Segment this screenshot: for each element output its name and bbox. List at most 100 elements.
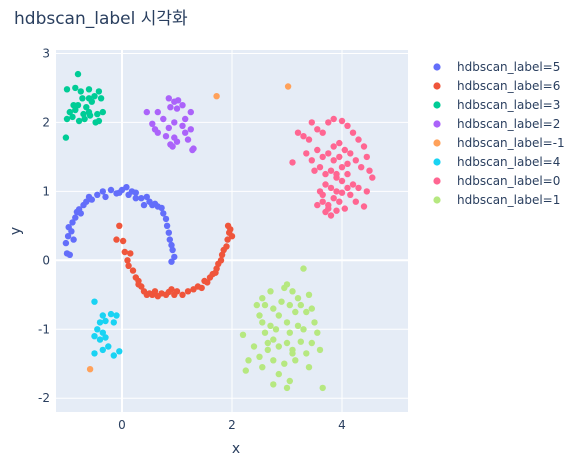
data-point [308, 305, 315, 312]
legend-item[interactable]: hdbscan_label=0 [433, 174, 560, 188]
data-point [275, 370, 282, 378]
data-point [74, 102, 82, 109]
data-point [168, 286, 175, 293]
data-point [169, 143, 176, 150]
data-point [303, 308, 310, 316]
data-point [91, 350, 98, 357]
legend-item[interactable]: hdbscan_label=3 [433, 98, 560, 112]
data-point [102, 193, 109, 201]
legend-marker [433, 177, 441, 185]
data-point [267, 322, 274, 329]
data-point [85, 86, 93, 93]
data-point [336, 139, 343, 147]
data-point [314, 126, 321, 133]
data-point [173, 138, 181, 145]
data-point [294, 322, 302, 329]
y-tick-label: 0 [42, 253, 50, 267]
legend[interactable]: hdbscan_label=5 hdbscan_label=6 hdbscan_la… [433, 60, 565, 207]
series-1 [113, 222, 236, 300]
data-point [166, 236, 173, 243]
data-point [165, 124, 172, 132]
data-point [300, 133, 307, 140]
data-point [83, 198, 90, 205]
legend-item[interactable]: hdbscan_label=5 [433, 60, 560, 74]
data-point [65, 224, 72, 231]
data-point [77, 210, 85, 217]
data-point [338, 117, 346, 125]
data-point [319, 198, 326, 205]
data-point [308, 157, 315, 164]
data-point [72, 214, 79, 221]
data-point [121, 248, 128, 256]
legend-item[interactable]: hdbscan_label=4 [433, 155, 560, 169]
data-point [96, 319, 104, 326]
data-point [358, 164, 365, 171]
data-point [86, 112, 94, 119]
data-point [94, 191, 101, 198]
data-point [113, 312, 120, 319]
data-point [69, 113, 76, 121]
data-point [303, 150, 310, 157]
data-point [347, 150, 354, 157]
data-point [184, 136, 192, 143]
data-point [311, 167, 318, 174]
data-point [289, 350, 296, 357]
data-point [283, 384, 291, 392]
series-4 [86, 83, 292, 373]
data-point [62, 239, 70, 247]
data-point [369, 174, 376, 181]
legend-marker [433, 82, 441, 90]
data-point [224, 222, 232, 229]
data-point [66, 251, 74, 258]
data-point [338, 189, 346, 196]
data-point [333, 188, 340, 195]
data-point [132, 189, 139, 196]
legend-item[interactable]: hdbscan_label=1 [433, 193, 560, 207]
data-point [259, 295, 266, 302]
data-point [129, 267, 137, 274]
data-point [283, 339, 291, 347]
data-point [81, 115, 88, 123]
data-point [259, 319, 266, 326]
series-2 [62, 70, 107, 141]
data-point [113, 236, 120, 243]
x-tick-label: 2 [228, 418, 236, 432]
data-point [107, 310, 115, 318]
data-point [261, 301, 269, 309]
data-point [69, 219, 76, 226]
data-point [341, 146, 348, 154]
data-point [300, 265, 307, 272]
data-point [286, 377, 293, 385]
data-point [270, 336, 277, 343]
legend-label: hdbscan_label=0 [457, 174, 560, 188]
data-point [66, 108, 74, 116]
data-point [289, 159, 296, 166]
data-point [289, 288, 296, 295]
data-point [179, 291, 186, 298]
data-point [283, 319, 291, 326]
data-point [171, 253, 178, 261]
series-7 [239, 265, 326, 392]
data-points [62, 70, 376, 392]
legend-item[interactable]: hdbscan_label=2 [433, 117, 560, 131]
data-point [171, 119, 178, 126]
data-point [96, 336, 104, 343]
data-point [125, 262, 132, 269]
data-point [94, 326, 101, 333]
legend-item[interactable]: hdbscan_label=6 [433, 79, 560, 93]
data-point [338, 164, 346, 171]
data-point [256, 312, 263, 319]
data-point [184, 288, 192, 295]
x-axis-title: x [232, 441, 240, 457]
data-point [245, 357, 252, 364]
axis-ticks: 0 2 4 -2 -1 0 1 2 3 [38, 46, 346, 432]
data-point [303, 350, 310, 357]
data-point [169, 246, 176, 254]
legend-item[interactable]: hdbscan_label=-1 [433, 136, 565, 150]
legend-marker [433, 196, 441, 204]
data-point [173, 288, 181, 295]
data-point [308, 119, 315, 126]
data-point [270, 381, 277, 388]
data-point [83, 104, 90, 111]
data-point [327, 167, 335, 174]
